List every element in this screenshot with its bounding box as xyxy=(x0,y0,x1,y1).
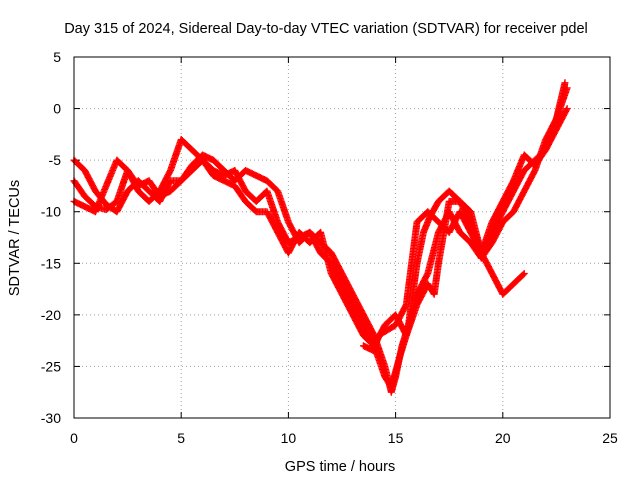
x-tick-label: 0 xyxy=(70,430,78,446)
data-point xyxy=(563,105,571,113)
y-tick-label: -30 xyxy=(41,410,61,426)
x-tick-label: 20 xyxy=(495,430,511,446)
y-tick-label: -10 xyxy=(41,204,61,220)
chart-title: Day 315 of 2024, Sidereal Day-to-day VTE… xyxy=(64,21,588,37)
y-tick-label: -15 xyxy=(41,255,61,271)
data-point xyxy=(519,271,527,279)
series-track-d xyxy=(359,79,569,355)
data-point xyxy=(520,270,528,278)
x-tick-label: 15 xyxy=(388,430,404,446)
y-tick-label: -20 xyxy=(41,307,61,323)
x-tick-label: 5 xyxy=(177,430,185,446)
y-tick-label: 0 xyxy=(53,101,61,117)
x-tick-label: 10 xyxy=(281,430,297,446)
x-tick-labels: 0 5 10 15 20 25 xyxy=(70,430,618,446)
y-axis-label: SDTVAR / TECUs xyxy=(7,180,23,296)
y-tick-label: 5 xyxy=(53,49,61,65)
x-tick-label: 25 xyxy=(602,430,618,446)
plot-frame xyxy=(73,56,611,419)
series-track-c xyxy=(70,156,528,350)
y-tick-labels: 5 0 -5 -10 -15 -20 -25 -30 xyxy=(41,49,61,426)
data-marks xyxy=(70,79,571,396)
data-point xyxy=(562,106,570,114)
y-tick-label: -5 xyxy=(49,152,62,168)
data-point xyxy=(561,79,569,87)
y-tick-label: -25 xyxy=(41,358,61,374)
x-axis-label: GPS time / hours xyxy=(285,459,395,475)
